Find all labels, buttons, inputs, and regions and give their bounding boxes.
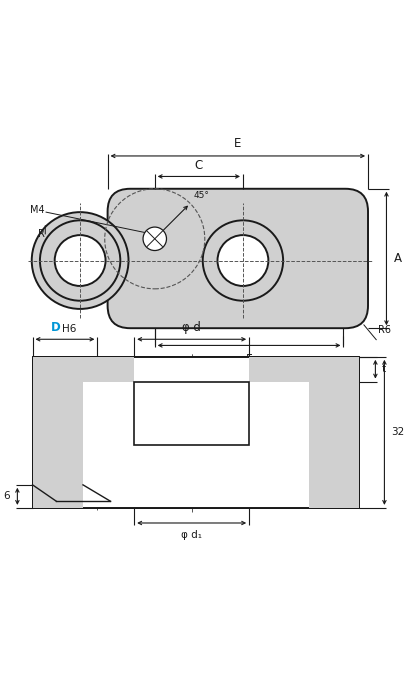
Text: φ d₁: φ d₁ [181,530,202,539]
Text: E: E [234,137,242,150]
Bar [33,357,359,508]
Text: H6: H6 [62,323,76,334]
Bar [33,357,83,508]
Circle shape [203,221,283,301]
Bar [83,357,134,381]
Text: 45°: 45° [194,191,209,200]
Circle shape [32,212,129,309]
Text: M4: M4 [30,205,44,215]
FancyBboxPatch shape [108,189,368,328]
Text: F: F [246,353,252,366]
Text: R6: R6 [378,325,391,335]
Bar [134,381,249,445]
Circle shape [55,235,105,286]
Bar [249,357,309,381]
Bar [309,357,359,508]
Circle shape [40,221,120,301]
Text: 6: 6 [3,491,10,501]
Circle shape [218,235,268,286]
Text: R: R [38,229,45,239]
Text: C: C [195,159,203,172]
Text: t: t [382,364,386,374]
Text: φ d: φ d [182,321,201,334]
Text: A: A [394,252,402,265]
Text: 32: 32 [391,428,404,437]
Circle shape [143,227,166,251]
Text: D: D [51,321,61,334]
